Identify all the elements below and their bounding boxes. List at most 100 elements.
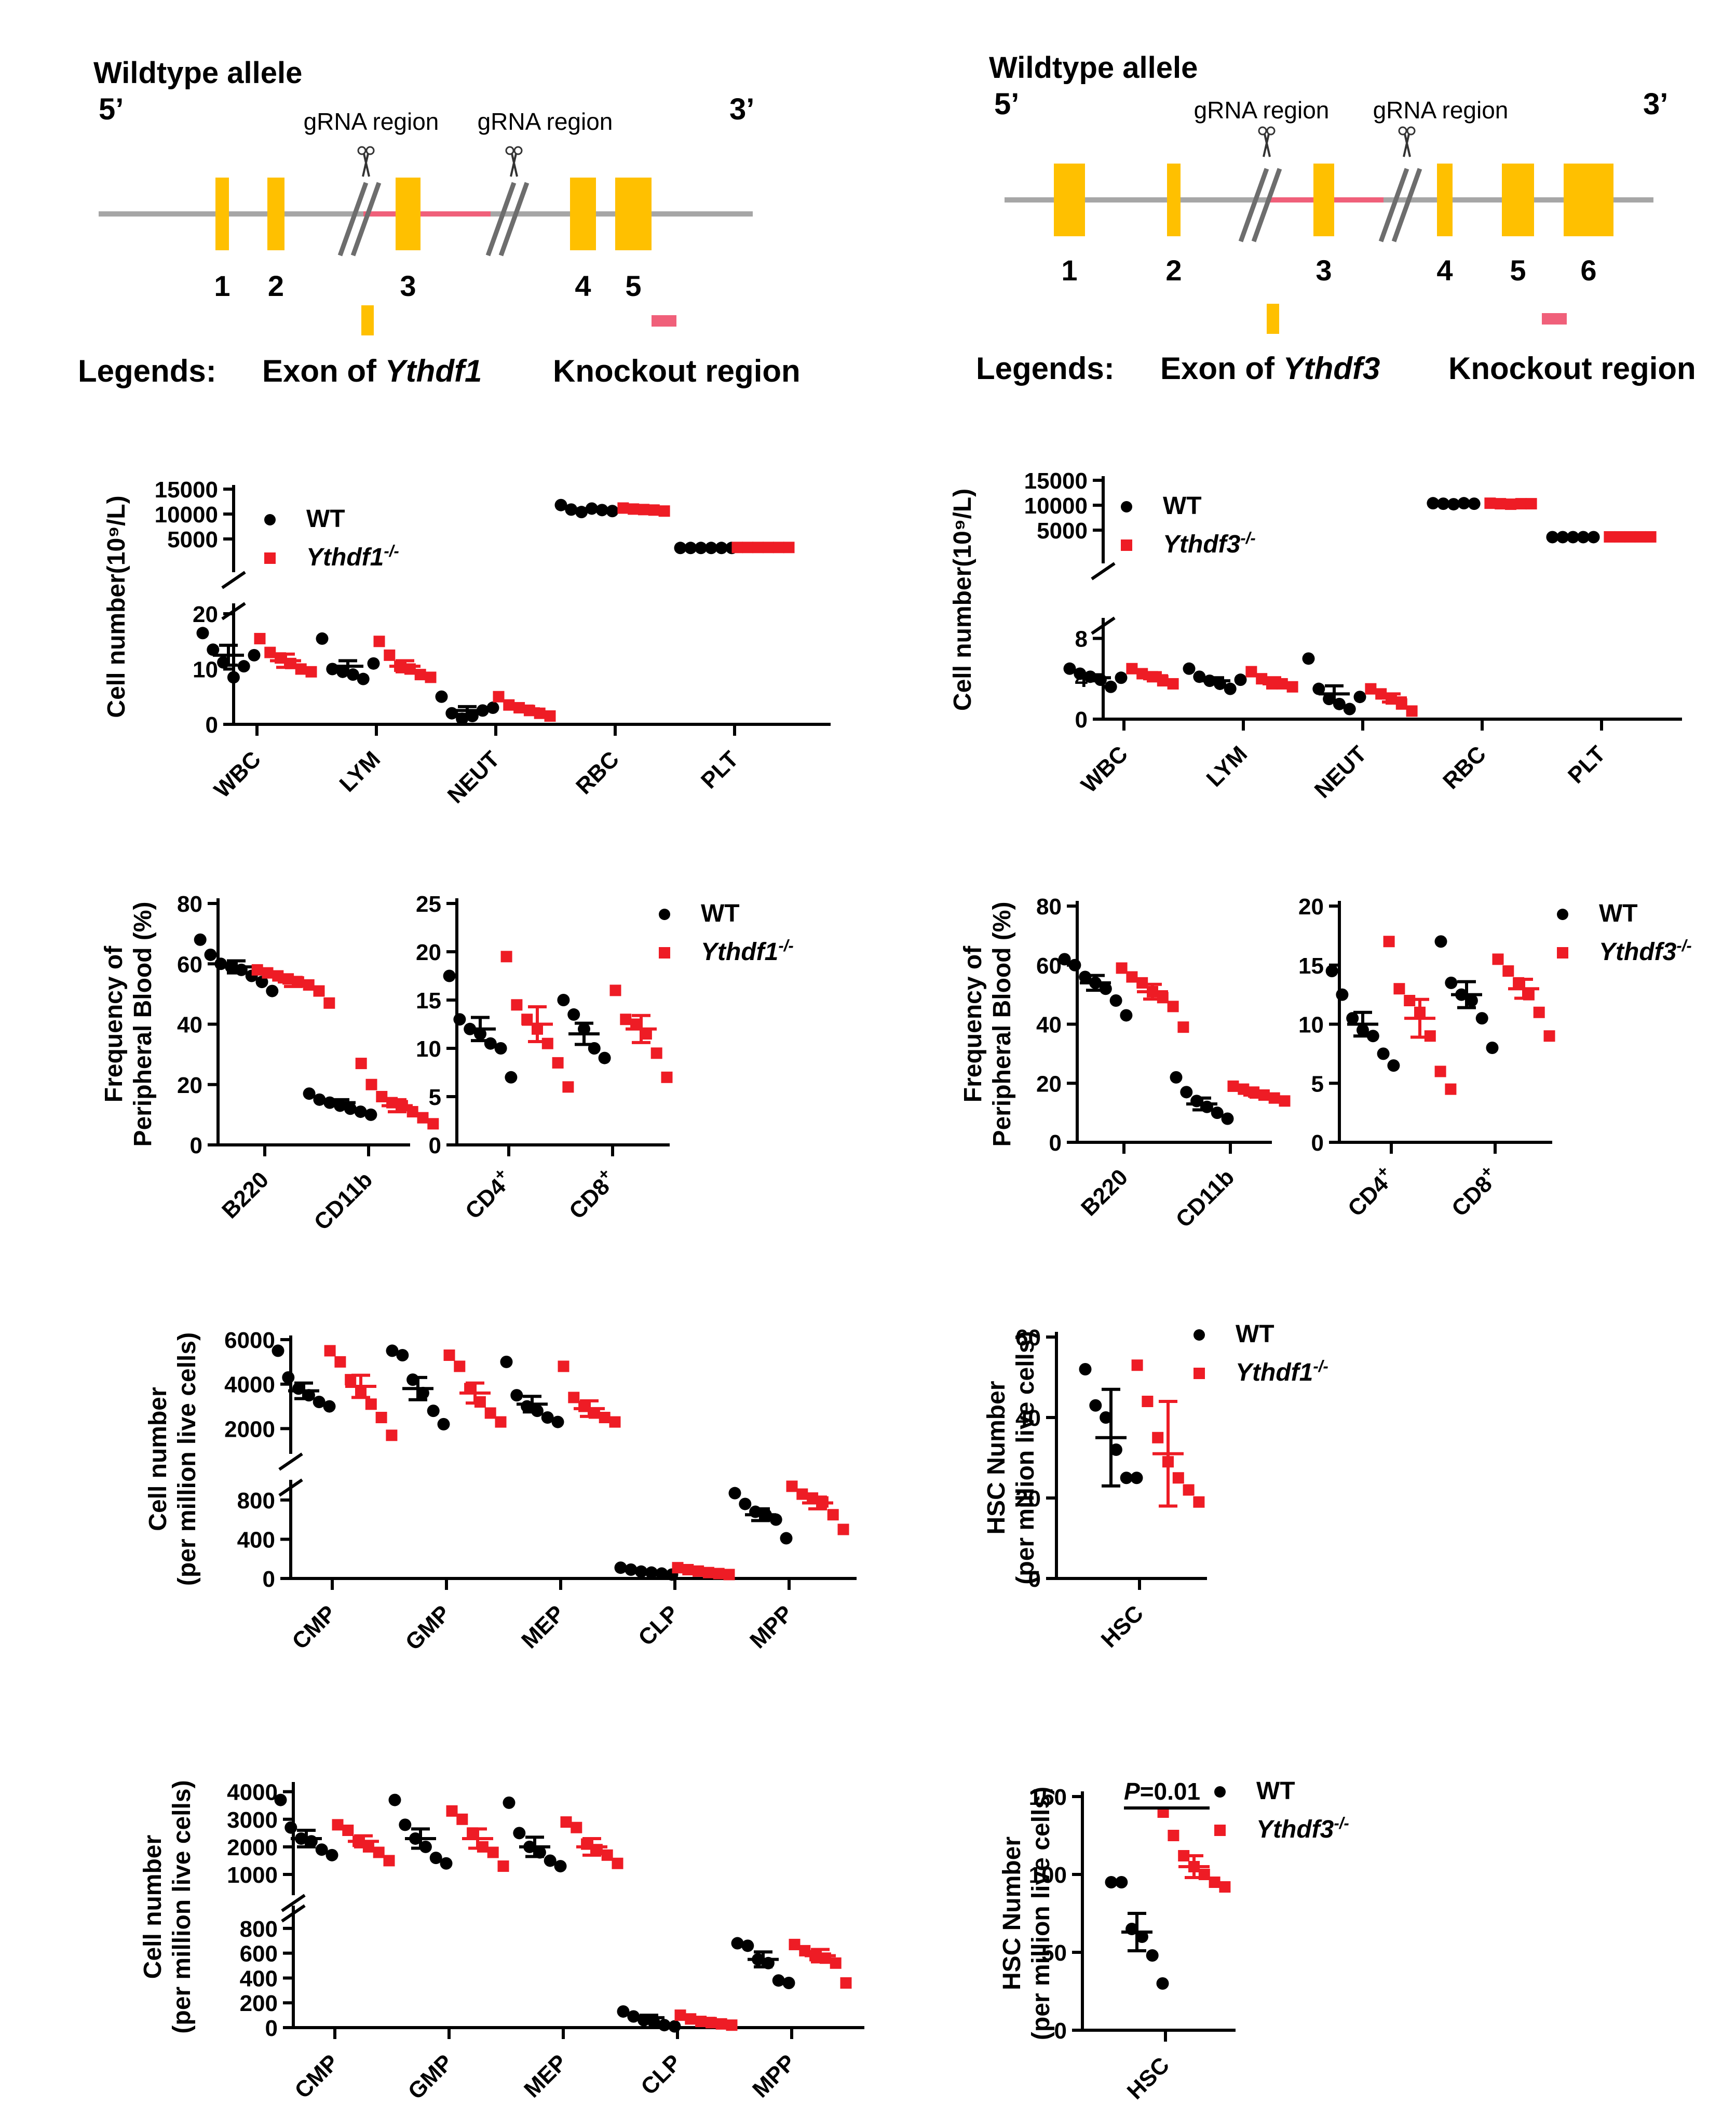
y-tick-label: 10 bbox=[1298, 1013, 1324, 1038]
legend-wt-label: WT bbox=[1236, 1320, 1274, 1348]
ko-point bbox=[1116, 962, 1128, 974]
wt-point bbox=[354, 1105, 367, 1118]
cut-mark bbox=[485, 182, 517, 257]
ko-point bbox=[1172, 1472, 1184, 1484]
y-tick-label: 80 bbox=[1036, 894, 1062, 920]
ko-point bbox=[640, 1028, 652, 1040]
scissor-blade bbox=[362, 153, 369, 177]
ko-point bbox=[1502, 965, 1514, 977]
legend-wt-marker bbox=[1214, 1786, 1226, 1798]
x-tick-label: MPP bbox=[748, 2049, 801, 2102]
ko-point bbox=[599, 1412, 611, 1423]
wt-point bbox=[598, 1051, 611, 1064]
legend-exon-label: Exon of Ythdf3 bbox=[1160, 351, 1380, 386]
axis-break-mark bbox=[1091, 616, 1116, 635]
legend-ko-marker bbox=[264, 552, 276, 564]
wt-point bbox=[1183, 662, 1196, 675]
wt-point bbox=[1325, 965, 1338, 978]
y-tick-label: 10 bbox=[193, 657, 218, 683]
ko-point bbox=[484, 1407, 496, 1419]
ko-point bbox=[1142, 1396, 1154, 1407]
ko-point bbox=[345, 1374, 357, 1386]
ko-point bbox=[558, 1360, 569, 1372]
y-tick-label: 4000 bbox=[227, 1780, 278, 1805]
ko-point bbox=[1484, 497, 1496, 509]
y-tick-label: 600 bbox=[240, 1941, 278, 1967]
wt-point bbox=[1109, 1443, 1122, 1456]
wt-point bbox=[1468, 497, 1481, 510]
y-tick-label: 20 bbox=[177, 1073, 202, 1098]
ko-point bbox=[313, 985, 325, 997]
legend-wt-marker bbox=[1194, 1329, 1205, 1341]
x-tick-label: WBC bbox=[209, 746, 266, 803]
y-axis-label: Cell number(10⁹/L) bbox=[949, 489, 976, 711]
wt-point bbox=[367, 657, 380, 670]
ko-point bbox=[1543, 1030, 1555, 1042]
ko-point bbox=[534, 707, 546, 719]
exon-number: 1 bbox=[1061, 254, 1077, 287]
ko-point bbox=[1406, 705, 1418, 717]
ko-point bbox=[1209, 1877, 1220, 1888]
x-tick-label: CLP bbox=[633, 1600, 684, 1651]
wt-point bbox=[658, 2019, 671, 2032]
y-tick-label: 15 bbox=[416, 988, 441, 1014]
ko-point bbox=[658, 505, 670, 517]
y-tick-label: 5 bbox=[1311, 1071, 1324, 1097]
wt-point bbox=[780, 1532, 793, 1545]
ko-point bbox=[1404, 995, 1416, 1006]
wt-point bbox=[617, 2005, 630, 2018]
y-tick-label: 50 bbox=[1041, 1940, 1067, 1966]
wt-point bbox=[728, 1487, 741, 1500]
wt-point bbox=[1312, 682, 1325, 695]
y-tick-label: 0 bbox=[190, 1133, 202, 1158]
wt-point bbox=[503, 1796, 516, 1809]
y-axis-label: Cell number bbox=[144, 1387, 172, 1531]
exon-number: 4 bbox=[575, 269, 591, 302]
y-tick-label: 5000 bbox=[167, 527, 218, 552]
y-tick-label: 2000 bbox=[224, 1416, 275, 1442]
ko-point bbox=[1193, 1496, 1205, 1508]
cut-mark bbox=[337, 182, 369, 257]
exon-number: 6 bbox=[1580, 254, 1596, 287]
y-tick-label: 800 bbox=[240, 1916, 278, 1942]
wt-point bbox=[1079, 1363, 1092, 1375]
exon-number: 5 bbox=[625, 269, 641, 302]
ko-point bbox=[1492, 953, 1504, 965]
exon-4 bbox=[570, 178, 596, 250]
legend-exon-swatch bbox=[1267, 304, 1279, 334]
ko-point bbox=[495, 1416, 507, 1428]
y-tick-label: 5 bbox=[429, 1085, 441, 1110]
ko-point bbox=[672, 1562, 684, 1574]
y-tick-label: 0 bbox=[429, 1133, 441, 1158]
wt-point bbox=[313, 1093, 326, 1106]
wt-point bbox=[1366, 1030, 1379, 1043]
y-axis-label: (per million live cells) bbox=[173, 1332, 201, 1586]
ko-point bbox=[272, 970, 284, 982]
ko-point bbox=[609, 984, 621, 996]
ko-point bbox=[521, 1014, 533, 1025]
exon-1 bbox=[1054, 164, 1085, 236]
ko-point bbox=[1245, 666, 1257, 678]
ko-point bbox=[365, 1078, 377, 1090]
wt-point bbox=[204, 948, 217, 961]
y-axis-label: Peripheral Blood (%) bbox=[988, 901, 1016, 1146]
cut-mark bbox=[1251, 168, 1282, 242]
legend-ko-marker bbox=[1557, 947, 1568, 959]
x-tick-label: PLT bbox=[1563, 741, 1610, 788]
wt-point bbox=[1099, 982, 1112, 995]
legend-ko-label: Ythdf1-/- bbox=[701, 937, 794, 966]
wt-point bbox=[782, 1977, 795, 1989]
x-tick-label: CD8+ bbox=[1444, 1162, 1504, 1222]
ko-point bbox=[456, 1813, 468, 1825]
exon-2 bbox=[1167, 164, 1181, 236]
scissor-handle bbox=[357, 146, 367, 155]
ko-point bbox=[1365, 683, 1377, 695]
y-tick-label: 0 bbox=[263, 1567, 275, 1592]
y-axis-label: Frequency of bbox=[959, 946, 987, 1102]
ko-point bbox=[342, 1825, 354, 1836]
three-prime-label: 3’ bbox=[1643, 87, 1668, 121]
ko-point bbox=[427, 1118, 439, 1130]
wt-point bbox=[248, 649, 261, 662]
ko-point bbox=[1131, 1359, 1143, 1371]
exon-5 bbox=[615, 178, 652, 250]
